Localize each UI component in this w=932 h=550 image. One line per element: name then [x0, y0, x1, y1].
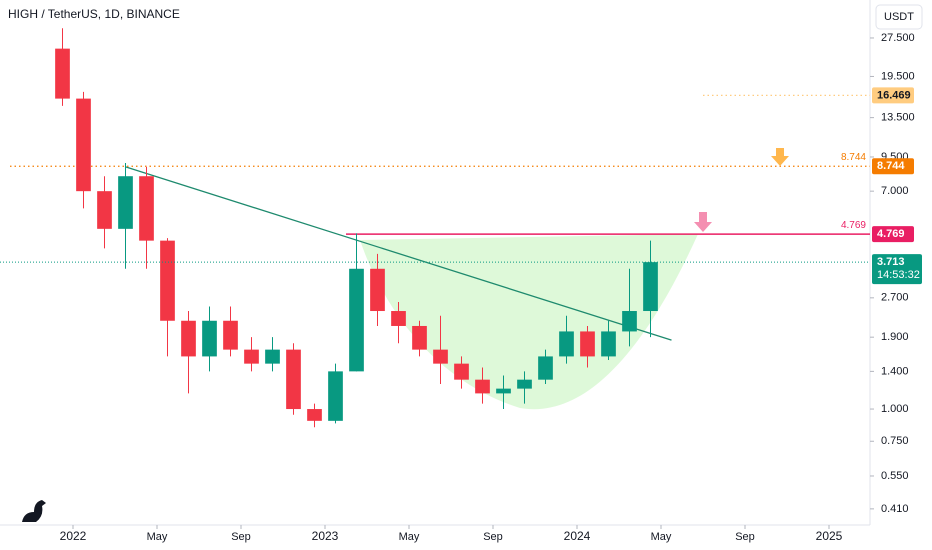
candle-body [223, 320, 238, 350]
cup-shape [360, 234, 698, 410]
y-tick-label: 7.000 [881, 185, 909, 197]
x-tick-label: 2023 [312, 529, 339, 543]
price-badge-label: 16.469 [877, 89, 911, 101]
y-tick-label: 0.750 [881, 435, 909, 447]
candle-body [55, 48, 70, 99]
candle-body [412, 325, 427, 350]
current-price-label: 3.713 [877, 256, 905, 268]
candle-body [328, 371, 343, 421]
chart-title: HIGH / TetherUS, 1D, BINANCE [8, 7, 180, 21]
y-tick-label: 19.500 [881, 70, 915, 82]
candle-body [160, 240, 175, 321]
currency-label[interactable]: USDT [884, 11, 914, 23]
price-badge-label: 4.769 [877, 228, 905, 240]
plot-area [0, 28, 870, 428]
candle-body [349, 268, 364, 372]
candle-body [433, 349, 448, 364]
y-tick-label: 0.550 [881, 470, 909, 482]
candle-body [97, 191, 112, 229]
candle-body [643, 262, 658, 312]
trendline [125, 166, 672, 341]
candle-body [580, 331, 595, 357]
candle-body [538, 356, 553, 380]
currency-button[interactable] [875, 4, 923, 30]
candle-body [391, 311, 406, 326]
y-tick-label: 1.000 [881, 403, 909, 415]
candle-body [181, 320, 196, 357]
x-tick-label: 2025 [816, 529, 843, 543]
x-tick-label: Sep [231, 531, 251, 543]
price-badge [872, 158, 914, 175]
level-label: 4.769 [841, 220, 866, 231]
candle-body [601, 331, 616, 357]
y-tick-label: 1.400 [881, 365, 909, 377]
x-tick-label: May [651, 531, 672, 543]
x-tick-label: 2024 [564, 529, 591, 543]
arrow-icon [694, 212, 712, 232]
arrow-icon [771, 148, 789, 166]
y-tick-label: 2.700 [881, 292, 909, 304]
price-badge [872, 87, 914, 104]
x-tick-label: Sep [483, 531, 503, 543]
x-tick-label: 2022 [60, 529, 87, 543]
current-price-badge [872, 254, 922, 285]
x-tick-label: Sep [735, 531, 755, 543]
x-tick-label: May [147, 531, 168, 543]
candle-body [202, 320, 217, 357]
candle-body [286, 349, 301, 410]
countdown-label: 14:53:32 [877, 269, 920, 281]
price-badge-label: 8.744 [877, 160, 905, 172]
level-label: 8.744 [841, 152, 866, 163]
price-badge [872, 226, 914, 243]
y-tick-label: 0.410 [881, 503, 909, 515]
y-tick-label: 1.900 [881, 331, 909, 343]
candle-body [370, 268, 385, 312]
candle-body [139, 176, 154, 241]
candle-body [76, 98, 91, 192]
candle-body [454, 363, 469, 380]
x-tick-label: May [399, 531, 420, 543]
candle-body [496, 388, 511, 394]
candle-body [559, 331, 574, 357]
candle-body [244, 349, 259, 364]
candle-body [622, 311, 637, 332]
candle-body [118, 176, 133, 229]
candle-body [517, 379, 532, 389]
y-tick-label: 13.500 [881, 112, 915, 124]
y-tick-label: 27.500 [881, 32, 915, 44]
candle-body [475, 379, 490, 394]
candle-body [265, 349, 280, 364]
candle-body [307, 409, 322, 421]
logo [22, 500, 46, 522]
